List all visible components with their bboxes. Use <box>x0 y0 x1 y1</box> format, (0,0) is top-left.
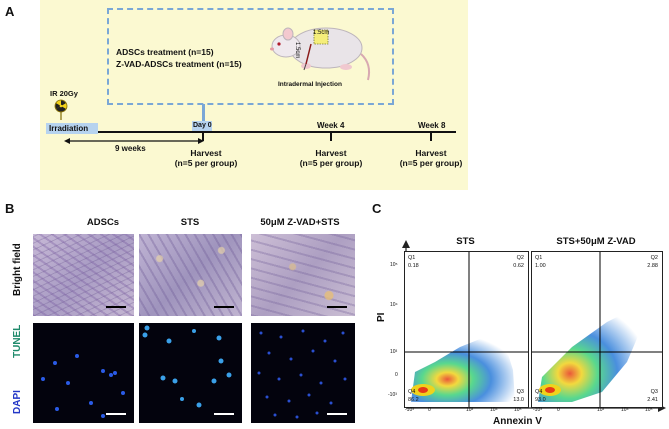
x-tick-sts-0: 0 <box>428 407 431 413</box>
q1-value-sts: 0.18 <box>408 263 419 269</box>
y-axis-label: PI <box>376 312 387 322</box>
q1-label-zvad: Q1 <box>535 255 543 261</box>
y-tick-1e3: 10³ <box>390 349 398 355</box>
harvest-week8-label: Harvest <box>415 148 447 158</box>
nuclei-adscs <box>41 354 125 418</box>
rat-illustration <box>270 27 371 81</box>
q2-label-sts: Q2 <box>516 255 524 261</box>
ir-dose-label: IR 20Gy <box>50 89 78 98</box>
y-tick-1e5: 10⁵ <box>390 262 398 268</box>
treatment-line-1: ADSCs treatment (n=15) <box>116 47 214 57</box>
radiation-icon <box>54 99 68 120</box>
x-tick-sts-1e5: 10⁵ <box>514 407 522 413</box>
panel-c-letter: C <box>372 201 382 216</box>
nuclei-zvad <box>257 329 347 419</box>
y-tick-neg: -10³ <box>388 392 397 398</box>
q4-value-zvad: 93.0 <box>535 397 546 403</box>
nuclei-sts <box>142 325 232 408</box>
x-tick-sts-1e4: 10⁴ <box>490 407 498 413</box>
flow-density-zvad <box>532 252 662 407</box>
treatment-line-2: Z-VAD-ADSCs treatment (n=15) <box>116 59 242 69</box>
col-head-sts: STS <box>180 217 200 228</box>
col-head-zvad: 50μM Z-VAD+STS <box>260 217 340 228</box>
q2-value-sts: 0.62 <box>513 263 524 269</box>
irradiation-label: Irradiation <box>49 124 89 133</box>
scale-bar <box>214 413 234 415</box>
x-tick-zvad-1e5: 10⁵ <box>645 407 653 413</box>
flow-plot-sts: Q1 0.18 Q2 0.62 Q4 86.2 Q3 13.0 <box>404 251 529 408</box>
flow-title-sts: STS <box>456 236 475 247</box>
panel-b-letter: B <box>5 201 15 216</box>
day0-tick <box>202 123 204 141</box>
x-tick-zvad-neg: -10³ <box>533 407 542 413</box>
x-tick-sts-1e3: 10³ <box>466 407 474 413</box>
q4-label-sts: Q4 <box>408 389 416 395</box>
tunel-dapi-sts <box>139 323 242 423</box>
q3-value-sts: 13.0 <box>513 397 524 403</box>
q3-label-sts: Q3 <box>516 389 524 395</box>
duration-arrow <box>64 138 204 144</box>
flow-plot-zvad: Q1 1.00 Q2 2.88 Q4 93.0 Q3 2.41 <box>531 251 663 408</box>
harvest-week4: Harvest (n=5 per group) <box>291 148 371 168</box>
week4-tick <box>330 131 332 141</box>
x-tick-zvad-1e3: 10³ <box>597 407 605 413</box>
q4-value-sts: 86.2 <box>408 397 419 403</box>
q3-value-zvad: 2.41 <box>647 397 658 403</box>
flow-density-sts <box>405 252 528 407</box>
q2-value-zvad: 2.88 <box>647 263 658 269</box>
harvest-week8-n: (n=5 per group) <box>399 158 463 168</box>
harvest-day0: Harvest (n=5 per group) <box>166 148 246 168</box>
connector-line <box>202 104 205 122</box>
harvest-week4-n: (n=5 per group) <box>299 158 363 168</box>
bright-field-adscs <box>33 234 134 316</box>
day0-marker <box>192 121 212 131</box>
q4-label-zvad: Q4 <box>535 389 543 395</box>
row-label-dapi: DAPI <box>12 390 23 414</box>
panel-a-letter: A <box>5 4 15 19</box>
bright-field-sts <box>139 234 242 316</box>
day0-label: Day 0 <box>193 122 212 129</box>
scale-label-vertical: 1.5cm <box>294 42 300 59</box>
q2-label-zvad: Q2 <box>650 255 658 261</box>
q1-label-sts: Q1 <box>408 255 416 261</box>
scale-bar <box>106 413 126 415</box>
harvest-day0-label: Harvest <box>190 148 222 158</box>
scale-bar <box>327 413 347 415</box>
week4-label: Week 4 <box>317 121 345 130</box>
timeline-axis <box>48 131 456 133</box>
q3-label-zvad: Q3 <box>650 389 658 395</box>
treatment-dashed-box <box>107 8 394 105</box>
injection-label: Intradermal Injection <box>278 81 342 88</box>
q1-value-zvad: 1.00 <box>535 263 546 269</box>
tunel-dapi-zvad <box>251 323 355 423</box>
scale-bar <box>106 306 126 308</box>
harvest-week4-label: Harvest <box>315 148 347 158</box>
x-axis-label: Annexin V <box>493 416 542 427</box>
week8-tick <box>430 131 432 141</box>
x-tick-zvad-1e4: 10⁴ <box>621 407 629 413</box>
duration-label: 9 weeks <box>115 144 146 153</box>
row-label-bright-field: Bright field <box>12 243 23 296</box>
panel-a-background <box>40 0 468 190</box>
scale-label-horizontal: 1.5cm <box>313 30 330 36</box>
tunel-dapi-adscs <box>33 323 134 423</box>
week8-label: Week 8 <box>418 121 446 130</box>
bright-field-zvad <box>251 234 355 316</box>
flow-title-zvad: STS+50μM Z-VAD <box>556 236 636 247</box>
y-tick-1e4: 10⁴ <box>390 302 398 308</box>
y-tick-0: 0 <box>395 372 398 378</box>
row-label-tunel: TUNEL <box>12 324 23 358</box>
harvest-week8: Harvest (n=5 per group) <box>391 148 471 168</box>
col-head-adscs: ADSCs <box>86 217 120 228</box>
scale-bar <box>327 306 347 308</box>
scale-bar <box>214 306 234 308</box>
irradiation-highlight <box>46 123 98 134</box>
x-tick-sts-neg: -10³ <box>405 407 414 413</box>
x-tick-zvad-0: 0 <box>557 407 560 413</box>
harvest-day0-n: (n=5 per group) <box>174 158 238 168</box>
